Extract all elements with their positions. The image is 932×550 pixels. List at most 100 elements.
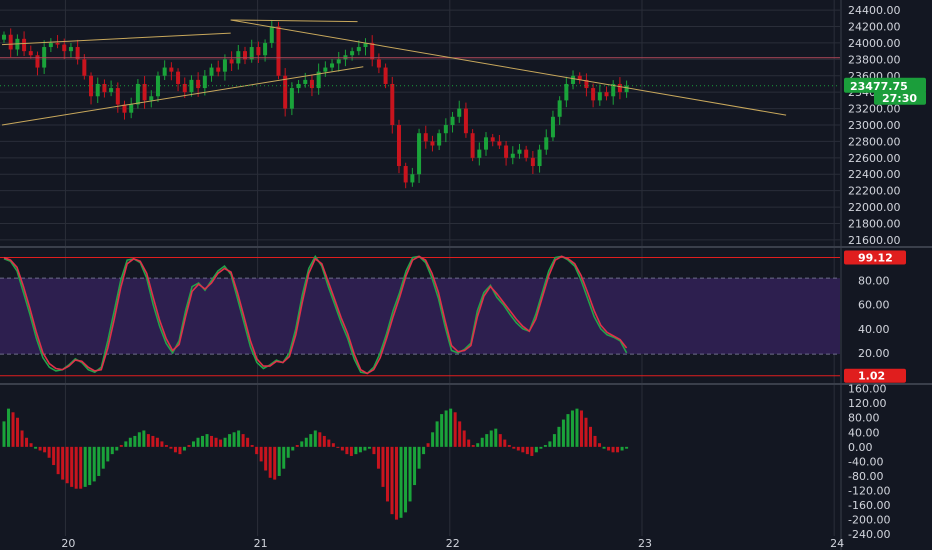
candle[interactable] xyxy=(457,100,462,123)
histogram-bar[interactable] xyxy=(282,446,286,469)
candle[interactable] xyxy=(155,71,160,102)
histogram-bar[interactable] xyxy=(56,446,60,475)
histogram-bar[interactable] xyxy=(273,446,277,480)
histogram-bar[interactable] xyxy=(268,446,272,478)
candle[interactable] xyxy=(269,19,274,48)
candle[interactable] xyxy=(48,38,53,53)
histogram-bar[interactable] xyxy=(205,434,209,447)
candle[interactable] xyxy=(289,82,294,116)
histogram-bar[interactable] xyxy=(530,446,534,456)
histogram-bar[interactable] xyxy=(88,446,92,486)
histogram-bar[interactable] xyxy=(106,446,110,462)
histogram-bar[interactable] xyxy=(372,446,376,455)
histogram-bar[interactable] xyxy=(219,439,223,447)
candle[interactable] xyxy=(376,53,381,74)
histogram-bar[interactable] xyxy=(458,421,462,447)
histogram-bar[interactable] xyxy=(119,445,123,447)
histogram-bar[interactable] xyxy=(201,435,205,447)
candle[interactable] xyxy=(363,38,368,56)
histogram-bar[interactable] xyxy=(453,412,457,447)
candle[interactable] xyxy=(497,135,502,149)
histogram-bar[interactable] xyxy=(52,446,56,466)
stochastic-line[interactable] xyxy=(3,254,628,375)
histogram-bar[interactable] xyxy=(498,434,502,447)
histogram-bar[interactable] xyxy=(616,446,620,453)
candle[interactable] xyxy=(176,68,181,92)
candle[interactable] xyxy=(403,162,408,189)
histogram-bar[interactable] xyxy=(570,410,574,447)
candle[interactable] xyxy=(229,51,234,71)
histogram-bar[interactable] xyxy=(83,446,87,487)
histogram-bar[interactable] xyxy=(259,446,263,462)
histogram-bar[interactable] xyxy=(507,445,511,447)
histogram-bar[interactable] xyxy=(413,446,417,486)
candle[interactable] xyxy=(115,82,120,113)
candle[interactable] xyxy=(243,46,248,65)
histogram-bar[interactable] xyxy=(246,437,250,447)
candle[interactable] xyxy=(162,60,167,81)
histogram-bar[interactable] xyxy=(593,435,597,447)
candle[interactable] xyxy=(109,80,114,97)
histogram-bar[interactable] xyxy=(255,446,259,455)
histogram-bar[interactable] xyxy=(385,446,389,502)
histogram-bar[interactable] xyxy=(327,439,331,447)
histogram-bar[interactable] xyxy=(322,435,326,447)
histogram-bar[interactable] xyxy=(367,446,371,449)
candle[interactable] xyxy=(437,129,442,151)
histogram-bar[interactable] xyxy=(358,446,362,453)
histogram-bar[interactable] xyxy=(25,437,29,447)
candle[interactable] xyxy=(550,110,555,142)
candle[interactable] xyxy=(584,73,589,97)
histogram-bar[interactable] xyxy=(598,443,602,447)
histogram-bar[interactable] xyxy=(34,446,38,449)
candle[interactable] xyxy=(510,146,515,165)
histogram-bar[interactable] xyxy=(354,446,358,455)
candle[interactable] xyxy=(383,63,388,89)
candle[interactable] xyxy=(68,42,73,58)
candle[interactable] xyxy=(356,40,361,56)
candle[interactable] xyxy=(330,59,335,72)
histogram-series[interactable] xyxy=(2,408,629,520)
candle[interactable] xyxy=(283,68,288,117)
histogram-bar[interactable] xyxy=(313,430,317,447)
histogram-bar[interactable] xyxy=(503,439,507,447)
histogram-bar[interactable] xyxy=(476,443,480,447)
histogram-bar[interactable] xyxy=(20,430,24,447)
histogram-bar[interactable] xyxy=(390,446,394,515)
histogram-bar[interactable] xyxy=(97,446,101,476)
candle[interactable] xyxy=(95,77,100,104)
histogram-bar[interactable] xyxy=(607,446,611,451)
candle[interactable] xyxy=(62,38,67,60)
histogram-bar[interactable] xyxy=(38,446,42,451)
histogram-bar[interactable] xyxy=(467,439,471,447)
histogram-bar[interactable] xyxy=(435,421,439,447)
histogram-bar[interactable] xyxy=(404,446,408,513)
stochastic-oscillator[interactable] xyxy=(0,254,840,377)
histogram-bar[interactable] xyxy=(237,430,241,447)
histogram-bar[interactable] xyxy=(525,446,529,455)
histogram-bar[interactable] xyxy=(376,446,380,469)
candle[interactable] xyxy=(564,76,569,108)
histogram-bar[interactable] xyxy=(137,432,141,447)
candle[interactable] xyxy=(443,118,448,143)
candle[interactable] xyxy=(303,72,308,88)
candle[interactable] xyxy=(557,96,562,125)
candle[interactable] xyxy=(75,39,80,65)
histogram-bar[interactable] xyxy=(426,443,430,447)
histogram-bar[interactable] xyxy=(349,446,353,456)
stochastic-line[interactable] xyxy=(3,255,628,375)
candlestick-series[interactable] xyxy=(2,19,629,189)
histogram-bar[interactable] xyxy=(489,430,493,447)
histogram-bar[interactable] xyxy=(173,446,177,453)
histogram-bar[interactable] xyxy=(462,430,466,447)
candle[interactable] xyxy=(82,54,87,80)
histogram-bar[interactable] xyxy=(43,446,47,453)
histogram-bar[interactable] xyxy=(228,434,232,447)
histogram-bar[interactable] xyxy=(160,441,164,447)
histogram-bar[interactable] xyxy=(449,408,453,447)
histogram-bar[interactable] xyxy=(196,437,200,447)
histogram-bar[interactable] xyxy=(223,437,227,447)
candle[interactable] xyxy=(430,135,435,152)
histogram-bar[interactable] xyxy=(521,446,525,453)
